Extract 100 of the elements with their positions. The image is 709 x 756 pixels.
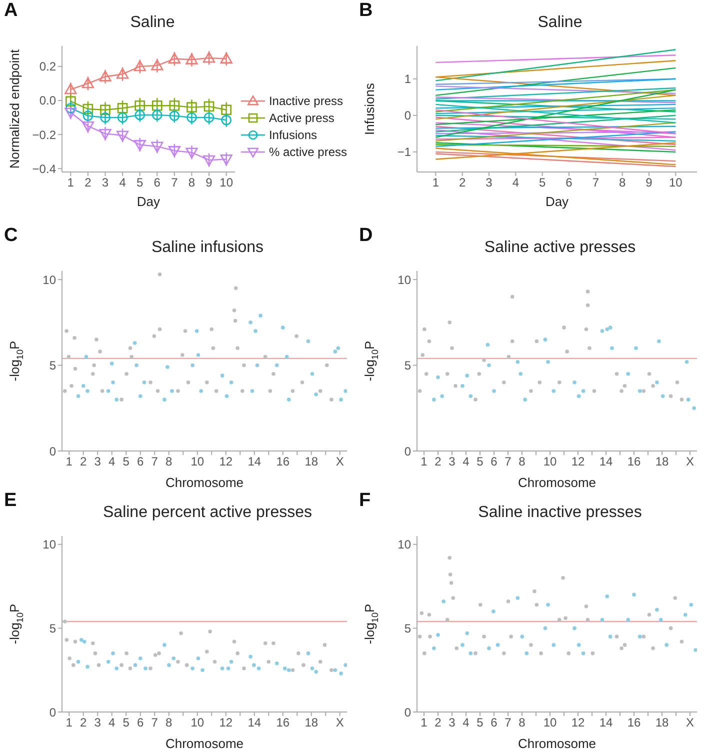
chart-title: Saline active presses (483, 239, 637, 257)
x-tick-label: 3 (448, 716, 456, 730)
y-tick-label: 0 (49, 705, 56, 720)
x-tick-label: 12 (219, 454, 233, 469)
x-tick-label: 2 (434, 716, 442, 730)
y-tick-label: 10 (398, 272, 412, 287)
x-tick-label: X (686, 454, 694, 469)
x-tick-label: 7 (504, 716, 512, 730)
x-tick-label: 12 (571, 454, 585, 469)
text: D (359, 225, 373, 247)
text: E (4, 490, 17, 512)
x-tick-label: 7 (171, 176, 178, 190)
legend-label: % active press (268, 144, 347, 158)
x-tick-label: 18 (655, 454, 669, 469)
x-tick-label: 8 (518, 454, 526, 469)
y-tick-label: 5 (404, 621, 412, 636)
x-tick-label: 5 (538, 176, 546, 190)
x-tick-label: 5 (122, 716, 130, 730)
legend-label: Active press (268, 110, 334, 124)
x-tick-label: 4 (462, 454, 470, 469)
x-tick-label: 3 (94, 454, 102, 469)
y-tick-label: 0 (404, 108, 412, 123)
x-tick-label: 5 (136, 176, 144, 190)
legend-label: Infusions (268, 128, 317, 142)
x-tick-label: 2 (80, 716, 88, 730)
x-tick-label: 3 (102, 176, 109, 190)
x-tick-label: 6 (137, 716, 144, 730)
x-tick-label: 18 (304, 454, 318, 469)
text: F (359, 490, 371, 512)
y-tick-label: 0 (49, 444, 56, 458)
y-tick-label: 0.0 (39, 94, 56, 108)
x-tick-label: 4 (119, 176, 126, 190)
x-tick-label: 10 (668, 176, 683, 190)
y-tick-label: 0 (404, 444, 412, 458)
y-tick-label: 5 (404, 358, 412, 373)
x-tick-label: 6 (137, 454, 144, 469)
text: C (4, 225, 18, 247)
x-tick-label: 8 (188, 176, 196, 190)
x-tick-label: 4 (108, 454, 116, 469)
y-tick-label: 10 (398, 538, 412, 552)
x-tick-label: 2 (80, 454, 88, 469)
x-tick-label: 5 (476, 716, 484, 730)
x-tick-label: 6 (566, 176, 573, 190)
x-tick-label: 8 (166, 454, 173, 469)
x-tick-label: 12 (571, 716, 585, 730)
chart-title: Saline (536, 14, 584, 32)
x-tick-label: 3 (486, 176, 493, 190)
x-tick-label: 14 (599, 716, 613, 730)
x-tick-label: 7 (592, 176, 600, 190)
x-tick-label: 16 (627, 716, 641, 730)
x-tick-label: 16 (276, 454, 290, 469)
x-tick-label: 14 (248, 454, 262, 469)
x-tick-label: 8 (618, 176, 626, 190)
y-tick-label: −1 (397, 145, 412, 160)
x-axis-title: Chromosome (518, 475, 596, 490)
x-tick-label: 8 (166, 716, 173, 730)
y-tick-label: 5 (49, 358, 56, 373)
x-tick-label: 10 (190, 716, 204, 730)
x-tick-label: 9 (206, 176, 213, 190)
x-tick-label: X (686, 716, 694, 730)
text: B (359, 0, 373, 22)
x-tick-label: 1 (420, 716, 428, 730)
x-tick-label: X (336, 454, 344, 469)
x-tick-label: 10 (543, 454, 557, 469)
x-tick-label: 10 (220, 176, 234, 190)
x-tick-label: 12 (219, 716, 233, 730)
x-axis-title: Chromosome (165, 736, 244, 751)
y-tick-label: 5 (49, 621, 56, 636)
y-tick-label: 10 (42, 538, 56, 552)
x-tick-label: 6 (490, 454, 498, 469)
x-tick-label: 4 (512, 176, 520, 190)
x-tick-label: 6 (154, 176, 161, 190)
x-tick-label: 18 (304, 716, 318, 730)
x-tick-label: 4 (462, 716, 470, 730)
y-tick-label: 10 (42, 272, 56, 287)
y-tick-label: 1 (404, 72, 412, 86)
chart-title: Saline infusions (150, 239, 265, 257)
chart-title: Saline (129, 14, 176, 32)
y-axis-title: Infusions (362, 82, 378, 136)
x-tick-label: 16 (276, 716, 290, 730)
x-tick-label: 8 (518, 716, 526, 730)
x-tick-label: 3 (448, 454, 456, 469)
x-axis-title: Day (545, 194, 570, 209)
x-tick-label: 18 (655, 716, 669, 730)
x-tick-label: 5 (122, 454, 130, 469)
x-tick-label: 14 (599, 454, 613, 469)
x-tick-label: 6 (490, 716, 498, 730)
y-tick-label: 0.2 (39, 60, 56, 74)
x-tick-label: 4 (108, 716, 116, 730)
chart-title: Saline inactive presses (477, 504, 643, 522)
x-tick-label: 9 (646, 176, 653, 190)
x-axis-title: Chromosome (518, 736, 596, 751)
x-tick-label: 14 (248, 716, 262, 730)
text: A (4, 0, 18, 22)
x-tick-label: 16 (627, 454, 641, 469)
x-tick-label: 5 (476, 454, 484, 469)
y-tick-label: −0.4 (32, 162, 56, 176)
x-tick-label: 3 (94, 716, 102, 730)
x-tick-label: 7 (151, 454, 158, 469)
x-tick-label: X (336, 716, 344, 730)
